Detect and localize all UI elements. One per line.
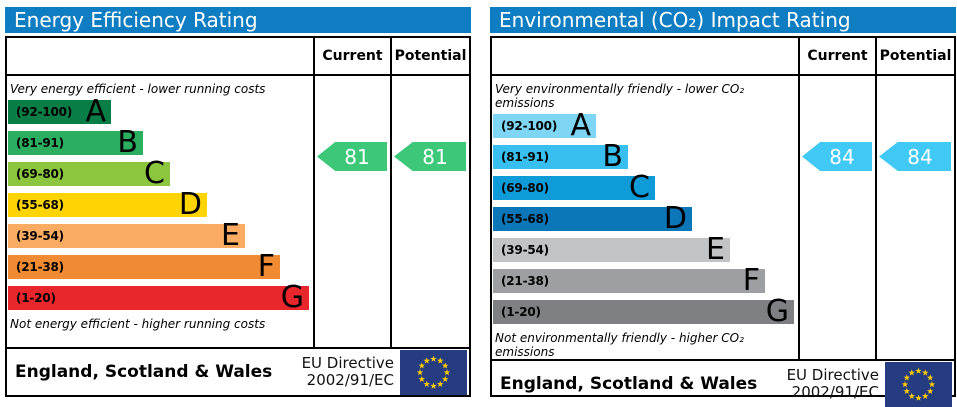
band-letter: C <box>629 170 650 205</box>
band-letter: B <box>117 125 138 160</box>
bands-column: Very environmentally friendly - lower CO… <box>492 76 798 359</box>
panel-footer: England, Scotland & Wales EU Directive 2… <box>492 359 954 407</box>
eu-directive-line2: 2002/91/EC <box>791 383 879 401</box>
band-F: (21-38) F <box>8 249 280 284</box>
band-letter: G <box>765 294 789 329</box>
band-letter: F <box>257 249 275 284</box>
band-range: (69-80) <box>16 167 64 181</box>
band-letter: D <box>663 201 687 236</box>
current-column: 81 <box>313 76 390 347</box>
top-caption: Very energy efficient - lower running co… <box>10 82 266 96</box>
band-range: (92-100) <box>16 105 73 119</box>
band-range: (81-91) <box>16 136 64 150</box>
potential-rating-arrow: 81 <box>394 142 466 171</box>
top-caption: Very environmentally friendly - lower CO… <box>495 82 745 110</box>
potential-rating-arrow: 84 <box>879 142 951 171</box>
band-range: (1-20) <box>501 305 541 319</box>
current-column-header: Current <box>798 38 875 76</box>
potential-column: 81 <box>390 76 469 347</box>
current-column: 84 <box>798 76 875 359</box>
panel-title: Environmental (CO₂) Impact Rating <box>490 7 956 33</box>
band-letter: F <box>742 263 760 298</box>
eu-flag-icon <box>400 349 467 395</box>
potential-rating-value: 84 <box>907 144 933 169</box>
band-letter: E <box>221 218 240 253</box>
eu-directive-line1: EU Directive <box>301 353 394 372</box>
panel-title: Energy Efficiency Rating <box>5 7 471 33</box>
band-range: (92-100) <box>501 119 558 133</box>
band-G: (1-20) G <box>8 280 309 315</box>
band-range: (81-91) <box>501 150 549 164</box>
band-B: (81-91) B <box>8 125 143 160</box>
bands-column: Very energy efficient - lower running co… <box>7 76 313 347</box>
energy-efficiency-panel: Energy Efficiency Rating Current Potenti… <box>5 7 471 397</box>
band-range: (21-38) <box>501 274 549 288</box>
band-range: (39-54) <box>16 229 64 243</box>
eu-directive-label: EU Directive 2002/91/EC <box>301 353 394 390</box>
band-D: (55-68) D <box>8 187 207 222</box>
band-range: (39-54) <box>501 243 549 257</box>
potential-column-header: Potential <box>390 38 469 76</box>
eu-flag-icon <box>885 361 952 407</box>
band-letter: E <box>706 232 725 267</box>
epc-charts: Energy Efficiency Rating Current Potenti… <box>5 7 956 407</box>
band-letter: G <box>280 280 304 315</box>
potential-column: 84 <box>875 76 954 359</box>
band-F: (21-38) F <box>493 263 765 298</box>
panel-footer: England, Scotland & Wales EU Directive 2… <box>7 347 469 395</box>
band-G: (1-20) G <box>493 294 794 329</box>
band-C: (69-80) C <box>8 156 170 191</box>
band-letter: D <box>178 187 202 222</box>
bottom-caption: Not energy efficient - higher running co… <box>10 317 266 331</box>
band-E: (39-54) E <box>8 218 245 253</box>
band-letter: A <box>570 108 591 143</box>
potential-rating-value: 81 <box>422 144 448 169</box>
rating-table: Current Potential Very energy efficient … <box>5 36 471 397</box>
band-E: (39-54) E <box>493 232 730 267</box>
band-letter: B <box>602 139 623 174</box>
band-range: (1-20) <box>16 291 56 305</box>
spacer-header-cell <box>7 38 313 76</box>
band-C: (69-80) C <box>493 170 655 205</box>
current-rating-arrow: 84 <box>802 142 872 171</box>
band-letter: A <box>85 94 106 129</box>
spacer-header-cell <box>492 38 798 76</box>
co2-impact-panel: Environmental (CO₂) Impact Rating Curren… <box>490 7 956 407</box>
band-letter: C <box>144 156 165 191</box>
current-rating-arrow: 81 <box>317 142 387 171</box>
band-A: (92-100) A <box>8 94 111 129</box>
current-column-header: Current <box>313 38 390 76</box>
band-A: (92-100) A <box>493 108 596 143</box>
region-label: England, Scotland & Wales <box>15 362 273 382</box>
potential-column-header: Potential <box>875 38 954 76</box>
rating-table: Current Potential Very environmentally f… <box>490 36 956 407</box>
band-range: (69-80) <box>501 181 549 195</box>
eu-directive-line1: EU Directive <box>786 365 879 384</box>
band-B: (81-91) B <box>493 139 628 174</box>
band-range: (55-68) <box>16 198 64 212</box>
eu-directive-label: EU Directive 2002/91/EC <box>786 365 879 402</box>
band-range: (55-68) <box>501 212 549 226</box>
band-range: (21-38) <box>16 260 64 274</box>
current-rating-value: 84 <box>829 144 855 169</box>
region-label: England, Scotland & Wales <box>500 374 758 394</box>
band-D: (55-68) D <box>493 201 692 236</box>
bottom-caption: Not environmentally friendly - higher CO… <box>495 331 744 359</box>
current-rating-value: 81 <box>344 144 370 169</box>
eu-directive-line2: 2002/91/EC <box>306 371 394 389</box>
